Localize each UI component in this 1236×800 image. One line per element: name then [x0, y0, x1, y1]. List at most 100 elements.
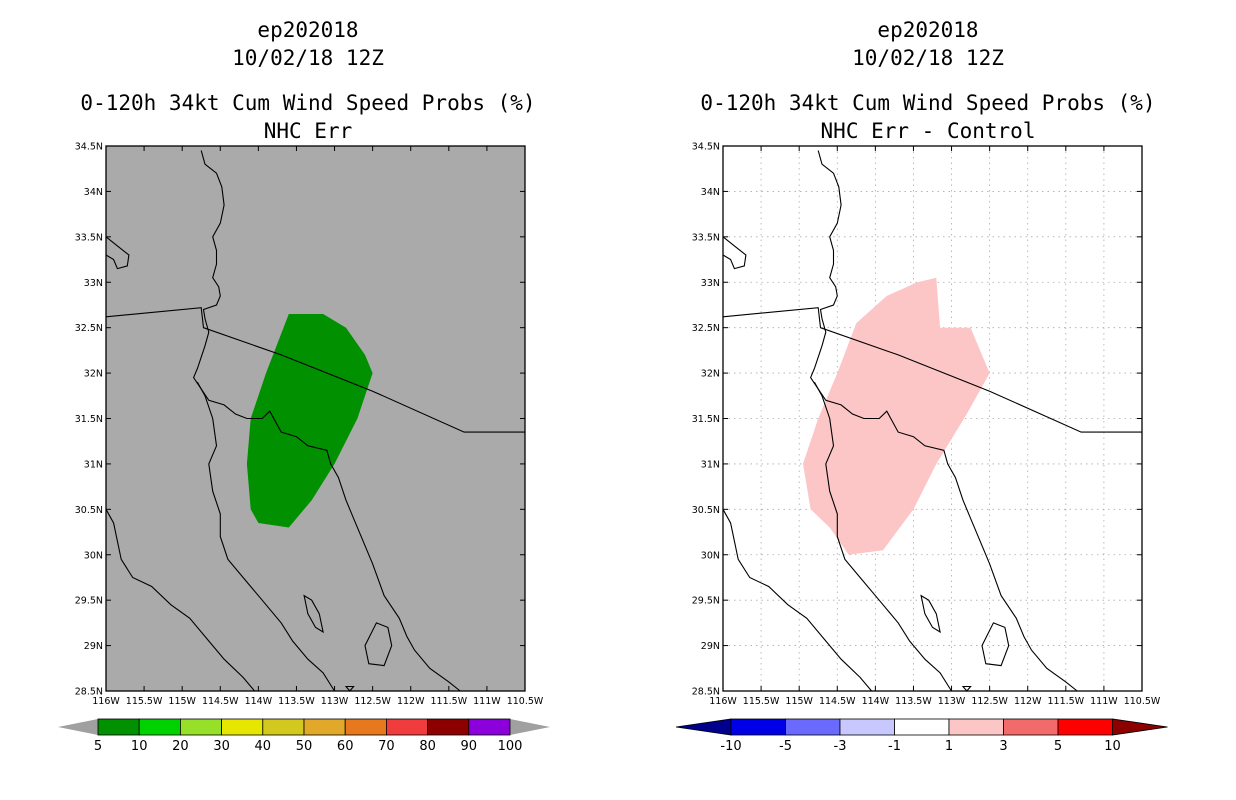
right-title-product: 0-120h 34kt Cum Wind Speed Probs (%)	[700, 91, 1155, 115]
lat-tick-label: 32.5N	[75, 323, 103, 334]
right-probability-region	[803, 277, 990, 555]
left-probability-region	[246, 314, 373, 528]
right-colorbar: -10 -5 -3 -1 1 3 5 10	[675, 718, 1168, 754]
right-title-subtitle: NHC Err - Control	[821, 119, 1036, 143]
lon-tick-label: 113.5W	[895, 696, 932, 707]
coastline	[722, 236, 747, 270]
island	[303, 594, 324, 634]
lat-tick-label: 31.5N	[75, 414, 103, 425]
colorbar-label: 60	[337, 739, 354, 754]
left-title-date: 10/02/18 12Z	[232, 46, 384, 70]
colorbar-label: 50	[296, 739, 313, 754]
colorbar-swatch	[138, 718, 181, 736]
right-title-storm: ep202018	[877, 18, 978, 42]
lon-tick-label: 114W	[245, 696, 273, 707]
island	[961, 685, 972, 692]
lat-tick-label: 33.5N	[75, 232, 103, 243]
colorbar-label: -10	[720, 739, 741, 754]
island	[364, 622, 393, 667]
colorbar-swatch	[785, 718, 841, 736]
lat-tick-label: 29N	[701, 641, 720, 652]
lat-tick-label: 32N	[701, 369, 720, 380]
lat-tick-label: 34N	[701, 187, 720, 198]
lat-tick-label: 31N	[701, 459, 720, 470]
lon-tick-label: 113W	[321, 696, 349, 707]
island	[981, 622, 1010, 667]
lon-tick-label: 115W	[168, 696, 196, 707]
lat-tick-label: 33N	[701, 278, 720, 289]
lat-tick-label: 34.5N	[75, 142, 103, 153]
colorbar-swatch	[221, 718, 264, 736]
colorbar-swatch	[97, 718, 140, 736]
international-border	[722, 307, 1142, 433]
colorbar-label: 70	[378, 739, 395, 754]
lon-tick-label: 113.5W	[278, 696, 315, 707]
colorbar-label: 5	[94, 739, 102, 754]
lon-tick-label: 110.5W	[1124, 696, 1161, 707]
coastline	[813, 381, 952, 692]
lon-tick-label: 111.5W	[431, 696, 468, 707]
lon-tick-label: 116W	[92, 696, 120, 707]
lon-tick-label: 111.5W	[1048, 696, 1085, 707]
lat-tick-label: 30N	[701, 550, 720, 561]
colorbar-swatch	[468, 718, 511, 736]
colorbar-swatch	[1003, 718, 1059, 736]
lat-tick-label: 33N	[84, 278, 103, 289]
lon-tick-label: 113W	[938, 696, 966, 707]
lat-tick-label: 30N	[84, 550, 103, 561]
colorbar-label: 3	[999, 739, 1007, 754]
island	[344, 685, 355, 692]
international-border	[105, 307, 525, 433]
lat-tick-label: 34N	[84, 187, 103, 198]
lat-tick-label: 28.5N	[692, 687, 720, 698]
left-title-storm: ep202018	[257, 18, 358, 42]
lat-tick-label: 30.5N	[692, 505, 720, 516]
lon-tick-label: 114.5W	[819, 696, 856, 707]
coastline	[722, 509, 873, 692]
colorbar-swatch	[303, 718, 346, 736]
colorbar-label: 90	[461, 739, 478, 754]
lat-tick-label: 29N	[84, 641, 103, 652]
right-title-date: 10/02/18 12Z	[852, 46, 1004, 70]
lat-tick-label: 29.5N	[75, 596, 103, 607]
colorbar-label: 5	[1054, 739, 1062, 754]
coastline	[105, 236, 130, 270]
left-title-subtitle: NHC Err	[264, 119, 353, 143]
colorbar-high-end	[1112, 718, 1168, 736]
lon-tick-label: 115W	[785, 696, 813, 707]
coastline	[192, 150, 461, 692]
lon-tick-label: 112.5W	[971, 696, 1008, 707]
lon-tick-label: 110.5W	[507, 696, 544, 707]
colorbar-label: 30	[213, 739, 230, 754]
colorbar-label: 80	[419, 739, 436, 754]
left-map-panel: 34.5N 34N 33.5N 33N 32.5N 32N 31.5N 31N 30.5N 30N…	[75, 142, 544, 708]
lon-tick-label: 115.5W	[743, 696, 780, 707]
colorbar-swatch	[385, 718, 428, 736]
colorbar-swatch	[1057, 718, 1113, 736]
coastline	[196, 381, 335, 692]
colorbar-swatch	[262, 718, 305, 736]
lon-tick-label: 112W	[397, 696, 425, 707]
lat-tick-label: 31.5N	[692, 414, 720, 425]
coastline	[809, 150, 1078, 692]
lat-tick-label: 33.5N	[692, 232, 720, 243]
colorbar-label: 100	[498, 739, 523, 754]
lon-tick-label: 114.5W	[202, 696, 239, 707]
island	[920, 594, 941, 634]
lat-tick-label: 30.5N	[75, 505, 103, 516]
colorbar-label: 10	[1104, 739, 1121, 754]
lon-tick-label: 111W	[1090, 696, 1118, 707]
colorbar-swatch	[179, 718, 222, 736]
lon-tick-label: 112W	[1014, 696, 1042, 707]
colorbar-swatch	[730, 718, 786, 736]
colorbar-label: 40	[255, 739, 272, 754]
colorbar-label: 10	[131, 739, 148, 754]
lon-tick-label: 114W	[862, 696, 890, 707]
lon-tick-label: 116W	[709, 696, 737, 707]
colorbar-low-end	[58, 719, 98, 735]
lat-tick-label: 28.5N	[75, 687, 103, 698]
lat-tick-label: 31N	[84, 459, 103, 470]
lat-tick-label: 34.5N	[692, 142, 720, 153]
colorbar-label: -1	[888, 739, 901, 754]
